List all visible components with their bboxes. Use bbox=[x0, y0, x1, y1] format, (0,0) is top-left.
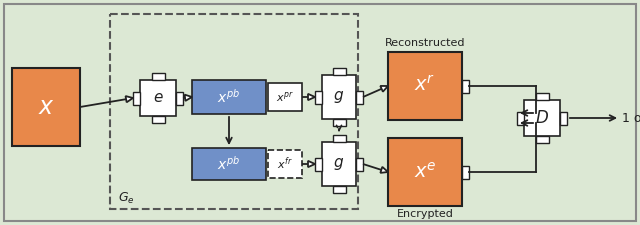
Text: $D$: $D$ bbox=[535, 109, 549, 127]
Text: 1 or 0: 1 or 0 bbox=[622, 112, 640, 124]
Bar bbox=[388, 138, 462, 206]
Bar bbox=[152, 73, 164, 80]
Bar bbox=[12, 68, 80, 146]
Polygon shape bbox=[380, 167, 388, 173]
Text: $x^{r}$: $x^{r}$ bbox=[414, 76, 436, 96]
Bar bbox=[333, 119, 346, 126]
Bar bbox=[388, 52, 462, 120]
Polygon shape bbox=[185, 95, 192, 101]
Bar bbox=[152, 116, 164, 123]
Bar bbox=[560, 112, 567, 124]
Bar bbox=[110, 14, 358, 209]
Text: Encrypted: Encrypted bbox=[397, 209, 453, 219]
Text: $x^{pb}$: $x^{pb}$ bbox=[218, 88, 241, 106]
Bar bbox=[192, 80, 266, 114]
Bar bbox=[356, 90, 363, 104]
Bar bbox=[315, 158, 322, 171]
Bar bbox=[462, 79, 469, 92]
Bar bbox=[524, 100, 560, 136]
Bar bbox=[133, 92, 140, 104]
Bar bbox=[356, 158, 363, 171]
Text: $e$: $e$ bbox=[153, 90, 163, 106]
Polygon shape bbox=[125, 96, 133, 102]
Text: $g$: $g$ bbox=[333, 89, 344, 105]
Text: $x^{pb}$: $x^{pb}$ bbox=[218, 155, 241, 173]
Bar bbox=[333, 68, 346, 75]
Bar bbox=[322, 142, 356, 186]
Polygon shape bbox=[308, 94, 315, 100]
Bar bbox=[517, 112, 524, 124]
Text: $x$: $x$ bbox=[38, 95, 54, 119]
Polygon shape bbox=[380, 86, 388, 92]
Bar bbox=[140, 80, 176, 116]
Text: $x^{e}$: $x^{e}$ bbox=[413, 162, 436, 182]
Bar bbox=[268, 150, 302, 178]
Polygon shape bbox=[308, 161, 315, 167]
Text: $G_e$: $G_e$ bbox=[118, 191, 134, 206]
Text: Reconstructed: Reconstructed bbox=[385, 38, 465, 48]
Text: $g$: $g$ bbox=[333, 156, 344, 172]
Bar bbox=[192, 148, 266, 180]
Bar bbox=[536, 93, 548, 100]
Bar bbox=[315, 90, 322, 104]
Bar bbox=[322, 75, 356, 119]
Bar bbox=[536, 136, 548, 143]
Bar bbox=[268, 83, 302, 111]
Bar bbox=[176, 92, 183, 104]
Text: $x^{pr}$: $x^{pr}$ bbox=[276, 90, 294, 104]
Bar bbox=[462, 166, 469, 178]
Bar bbox=[333, 135, 346, 142]
Bar bbox=[333, 186, 346, 193]
Text: $x^{fr}$: $x^{fr}$ bbox=[277, 156, 293, 172]
